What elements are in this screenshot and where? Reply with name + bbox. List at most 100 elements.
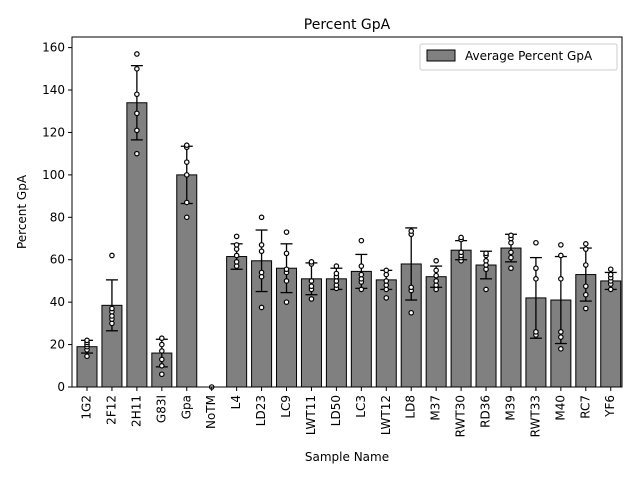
x-tick-label-LWT12: LWT12 [379, 395, 393, 435]
sample-point-LD50-4 [333, 270, 340, 277]
sample-point-RWT33-2 [533, 276, 539, 282]
x-tick-label-M37: M37 [429, 395, 443, 421]
sample-point-LC9-1 [283, 278, 290, 284]
x-tick-label-2F12: 2F12 [104, 395, 118, 425]
sample-point-2H11-1 [134, 127, 140, 134]
sample-point-Gpa-2 [183, 172, 190, 178]
sample-point-Gpa-0 [183, 214, 190, 221]
y-tick-label-80: 80 [50, 210, 65, 224]
sample-point-M40-3 [558, 276, 564, 282]
y-tick-label-20: 20 [50, 338, 65, 352]
legend-swatch [426, 49, 456, 62]
sample-points [84, 51, 614, 390]
x-tick-label-LC3: LC3 [354, 395, 368, 418]
sample-point-G83I-1 [159, 362, 165, 369]
sample-point-LC3-5 [358, 237, 365, 244]
y-tick-label-140: 140 [42, 83, 65, 97]
x-tick-label-Gpa: Gpa [179, 395, 193, 419]
sample-point-LD8-2 [408, 284, 415, 291]
sample-point-M40-5 [558, 242, 564, 248]
x-tick-label-LD23: LD23 [254, 395, 268, 426]
y-tick-label-160: 160 [42, 41, 65, 55]
bar-Gpa [176, 174, 198, 388]
bar-L4 [226, 256, 248, 388]
sample-point-RD36-3 [483, 257, 489, 264]
legend: Average Percent GpA [419, 43, 618, 71]
y-tick-label-60: 60 [50, 253, 65, 267]
sample-point-M37-4 [433, 267, 439, 274]
x-tick-label-LD50: LD50 [329, 395, 343, 426]
x-tick-label-LD8: LD8 [404, 395, 418, 419]
sample-point-M37-5 [433, 257, 439, 264]
sample-point-LC9-4 [283, 250, 290, 257]
x-axis-label: Sample Name [305, 450, 389, 464]
legend-frame [419, 43, 618, 71]
bar-RWT30 [450, 249, 472, 388]
sample-point-YF6-4 [607, 271, 614, 278]
y-axis-label: Percent GpA [15, 174, 29, 249]
sample-point-LD8-4 [408, 228, 415, 234]
bar-M37 [425, 276, 447, 388]
sample-point-M40-2 [558, 329, 564, 335]
x-tick-label-RD36: RD36 [479, 395, 493, 428]
sample-point-RC7-0 [582, 305, 589, 312]
legend-label: Average Percent GpA [465, 49, 593, 63]
sample-point-Gpa-5 [183, 142, 190, 148]
y-tick-label-40: 40 [50, 295, 65, 309]
plot-frame [71, 36, 623, 388]
sample-point-LC3-4 [358, 263, 365, 269]
sample-point-LWT11-2 [308, 283, 315, 290]
sample-point-LD23-2 [258, 269, 265, 276]
bar-RD36 [475, 264, 497, 388]
sample-point-LWT11-0 [308, 296, 315, 302]
sample-point-LWT11-5 [308, 259, 315, 265]
sample-point-Gpa-1 [183, 199, 190, 206]
x-tick-label-M39: M39 [503, 395, 517, 421]
sample-point-RC7-5 [582, 241, 589, 247]
sample-point-RC7-2 [582, 283, 589, 290]
sample-point-M40-4 [558, 252, 564, 259]
sample-point-LWT12-3 [383, 278, 390, 284]
sample-point-M39-2 [508, 249, 514, 256]
sample-point-L4-4 [233, 242, 240, 248]
x-tick-label-RWT33: RWT33 [528, 395, 542, 437]
sample-point-YF6-0 [607, 286, 614, 293]
sample-point-M39-0 [508, 265, 514, 272]
x-tick-label-M40: M40 [553, 395, 567, 421]
sample-point-LC9-5 [283, 229, 290, 235]
sample-point-LC3-3 [358, 271, 365, 278]
bar-2H11 [126, 102, 148, 388]
sample-point-1G2-0 [84, 353, 90, 360]
x-tick-label-RWT30: RWT30 [454, 395, 468, 437]
sample-point-RC7-4 [582, 246, 589, 252]
x-tick-label-LC9: LC9 [279, 395, 293, 418]
bar-LD50 [325, 278, 347, 388]
sample-point-Gpa-3 [183, 159, 190, 165]
sample-point-2F12-5 [109, 252, 115, 259]
sample-point-2H11-4 [134, 66, 140, 72]
bar-YF6 [600, 280, 622, 388]
sample-point-YF6-5 [607, 266, 614, 273]
sample-point-LC9-0 [283, 299, 290, 305]
sample-point-M39-5 [508, 232, 514, 239]
sample-point-RWT33-4 [533, 239, 539, 246]
sample-point-LD8-0 [408, 309, 415, 316]
x-tick-label-L4: L4 [229, 395, 243, 409]
x-tick-label-LWT11: LWT11 [304, 395, 318, 435]
sample-point-LD23-0 [258, 304, 265, 311]
x-tick-label-RC7: RC7 [578, 395, 592, 419]
x-axis: 1G2 2F12 2H11 G83I Gpa NoTM L4 LD23 LC9 LWT11 LD50… [80, 387, 617, 437]
sample-point-2H11-3 [134, 91, 140, 98]
y-tick-label-120: 120 [42, 125, 65, 139]
sample-point-RC7-3 [582, 262, 589, 268]
sample-point-G83I-2 [159, 356, 165, 363]
sample-point-2H11-2 [134, 110, 140, 117]
sample-point-RD36-0 [483, 286, 489, 293]
x-tick-label-G83I: G83I [154, 395, 168, 423]
y-axis: 0 20 40 60 80 100 120 140 160 [42, 41, 72, 394]
sample-point-2H11-5 [134, 51, 140, 57]
sample-point-LD23-4 [258, 242, 265, 248]
sample-point-G83I-0 [159, 371, 165, 378]
